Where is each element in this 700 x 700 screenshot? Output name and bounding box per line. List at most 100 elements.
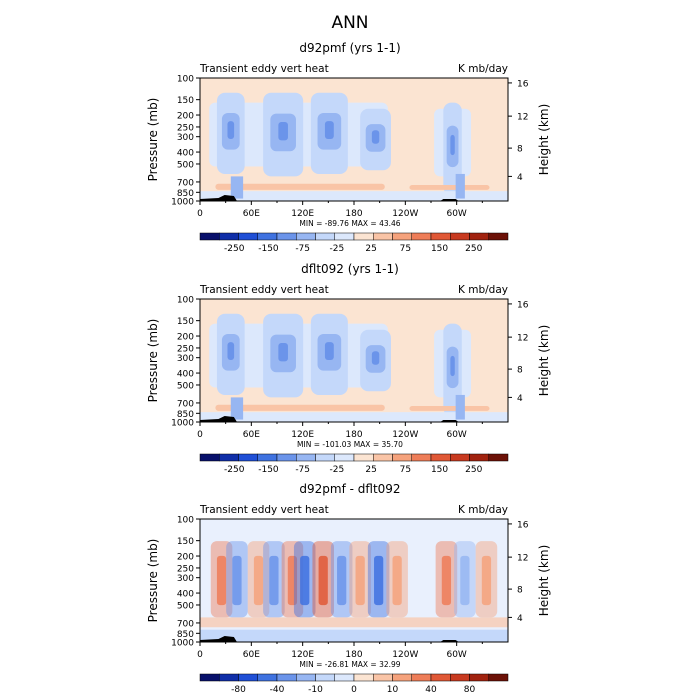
y-tick-label: 700: [177, 619, 194, 629]
y-tick-right-label: 8: [517, 586, 523, 596]
colorbar-swatch: [392, 673, 412, 682]
y-tick-right-label: 16: [517, 520, 529, 530]
contour-cell: [230, 397, 244, 420]
colorbar-swatch: [296, 232, 316, 241]
x-tick-label: 60E: [243, 650, 260, 660]
y-tick-label: 200: [177, 553, 194, 563]
y-tick-label: 150: [177, 317, 194, 327]
y-tick-label: 100: [177, 296, 194, 306]
y-tick-right-label: 4: [517, 614, 523, 624]
panel-title: d92pmf (yrs 1-1): [299, 41, 400, 55]
colorbar-label: -75: [295, 244, 310, 254]
contour-stripe: [300, 555, 310, 606]
panel-1: d92pmf (yrs 1-1) Transient eddy vert heat…: [146, 41, 551, 254]
colorbar-swatch: [199, 673, 220, 682]
x-tick-label: 0: [197, 650, 203, 660]
topography: [200, 636, 237, 642]
colorbar-label: 10: [387, 685, 399, 695]
colorbar-swatch: [276, 232, 297, 241]
x-tick-label: 180: [345, 650, 362, 660]
colorbar-swatch: [296, 453, 316, 462]
colorbar-swatch: [469, 232, 489, 241]
y-tick-label: 100: [177, 516, 194, 526]
contour-surface-band: [409, 185, 490, 190]
colorbar-swatch: [334, 673, 355, 682]
y-tick-right-label: 4: [517, 394, 523, 404]
colorbar-label: 40: [425, 685, 437, 695]
y-tick-label: 250: [177, 123, 194, 133]
x-tick-label: 60W: [446, 650, 466, 660]
contour-cell: [278, 122, 288, 141]
contour-stripe: [269, 555, 279, 606]
contour-surface-band: [215, 183, 385, 190]
x-tick-label: 120E: [291, 430, 314, 440]
colorbar-swatch: [238, 453, 258, 462]
colorbar-swatch: [276, 673, 297, 682]
colorbar-swatch: [392, 453, 412, 462]
contour-stripe: [355, 555, 365, 606]
colorbar-swatch: [488, 453, 509, 462]
y-axis-right-label: Height (km): [537, 104, 551, 175]
colorbar-swatch: [430, 453, 451, 462]
contour-surface-band: [409, 406, 490, 411]
y-tick-label: 400: [177, 149, 194, 159]
x-tick-label: 180: [345, 209, 362, 219]
min-max-stats: MIN = -101.03 MAX = 35.70: [297, 440, 403, 449]
contour-cell: [230, 176, 244, 199]
y-tick-label: 150: [177, 537, 194, 547]
colorbar-swatch: [411, 232, 432, 241]
y-tick-label: 200: [177, 112, 194, 122]
contour-stripe: [392, 555, 402, 606]
colorbar-swatch: [238, 232, 258, 241]
colorbar-swatch: [334, 453, 355, 462]
y-tick-right-label: 12: [517, 554, 528, 564]
contour-stripe: [481, 555, 492, 606]
colorbar-label: 75: [400, 465, 411, 475]
y-tick-label: 1000: [171, 639, 194, 649]
contour-stripe: [287, 555, 298, 606]
y-tick-label: 700: [177, 178, 194, 188]
contour-cell: [450, 134, 455, 156]
y-tick-right-label: 8: [517, 145, 523, 155]
x-tick-label: 120E: [291, 650, 314, 660]
colorbar-label: 0: [351, 685, 357, 695]
colorbar-swatch: [373, 673, 393, 682]
y-tick-label: 300: [177, 574, 194, 584]
colorbar-label: -150: [258, 244, 279, 254]
contour-cell: [371, 130, 380, 144]
contour-stripe: [374, 555, 384, 606]
y-tick-right-label: 8: [517, 366, 523, 376]
colorbar-swatch: [199, 232, 220, 241]
colorbar-swatch: [334, 232, 355, 241]
y-axis-right-label: Height (km): [537, 325, 551, 396]
min-max-stats: MIN = -26.81 MAX = 32.99: [299, 660, 400, 669]
colorbar-swatch: [353, 673, 374, 682]
y-tick-label: 850: [177, 189, 194, 199]
min-max-stats: MIN = -89.76 MAX = 43.46: [299, 219, 400, 228]
contour-boundary-layer: [200, 412, 508, 422]
colorbar-swatch: [257, 673, 278, 682]
panel-title: dflt092 (yrs 1-1): [301, 262, 399, 276]
y-tick-right-label: 12: [517, 334, 528, 344]
colorbar-swatch: [353, 453, 374, 462]
colorbar-label: 250: [465, 244, 482, 254]
y-tick-label: 300: [177, 354, 194, 364]
y-tick-label: 1000: [171, 419, 194, 429]
y-tick-label: 500: [177, 381, 194, 391]
colorbar-swatch: [430, 673, 451, 682]
colorbar-swatch: [315, 232, 335, 241]
colorbar-swatch: [296, 673, 316, 682]
colorbar-label: -150: [258, 465, 279, 475]
y-tick-label: 500: [177, 160, 194, 170]
y-tick-label: 400: [177, 590, 194, 600]
colorbar-swatch: [219, 232, 239, 241]
panel-title: d92pmf - dflt092: [299, 482, 400, 496]
contour-cell: [278, 343, 288, 362]
colorbar-swatch: [411, 453, 432, 462]
x-tick-label: 60W: [446, 430, 466, 440]
y-tick-label: 850: [177, 630, 194, 640]
colorbar-label: -25: [330, 244, 345, 254]
y-tick-right-label: 16: [517, 79, 529, 89]
colorbar-swatch: [257, 453, 278, 462]
